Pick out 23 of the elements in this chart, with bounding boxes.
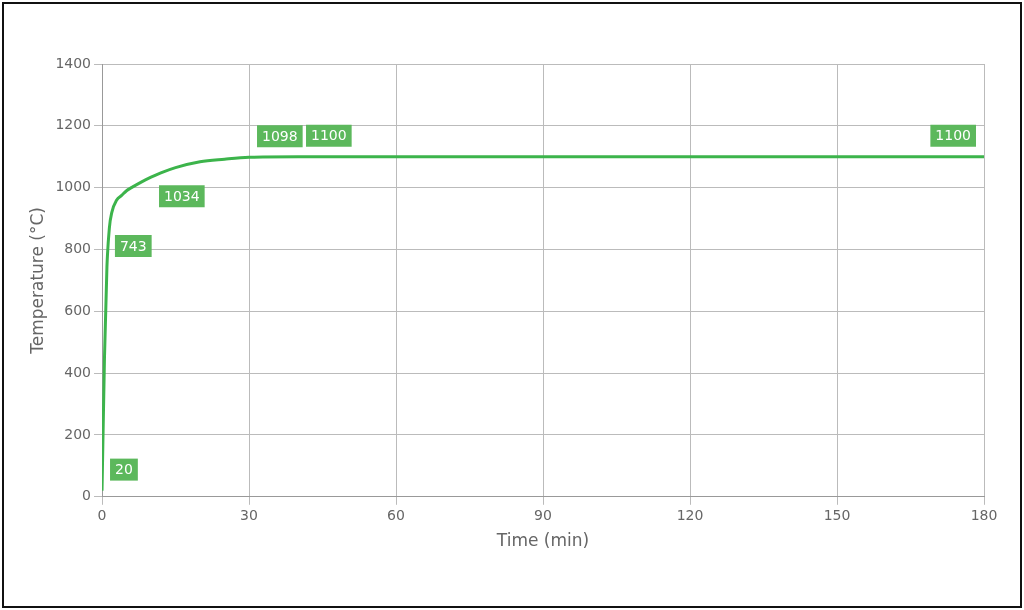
x-tick-label: 90: [534, 506, 552, 523]
y-tick-label: 1400: [55, 54, 92, 71]
data-label: 1100: [311, 127, 347, 144]
data-label: 1034: [164, 187, 200, 204]
data-label: 1100: [935, 127, 972, 144]
x-tick-label: 60: [387, 506, 405, 523]
data-label: 1098: [262, 128, 298, 144]
x-tick-label: 120: [676, 506, 704, 523]
data-label: 743: [119, 237, 147, 254]
y-tick-label: 1000: [55, 178, 92, 195]
y-tick-label: 800: [64, 240, 92, 257]
y-axis-title: Temperature (°C): [26, 207, 47, 355]
x-axis-title: Time (min): [495, 530, 590, 551]
y-tick-label: 200: [64, 425, 92, 442]
y-tick-label: 400: [64, 363, 92, 380]
y-tick-label: 600: [64, 301, 92, 318]
x-tick-label: 0: [97, 506, 107, 523]
y-tick-label: 1200: [55, 116, 92, 133]
y-tick-label: 0: [82, 487, 92, 504]
x-tick-label: 30: [240, 506, 258, 523]
data-label: 20: [115, 461, 133, 478]
x-tick-label: 180: [970, 506, 998, 523]
x-tick-label: 150: [823, 506, 851, 523]
